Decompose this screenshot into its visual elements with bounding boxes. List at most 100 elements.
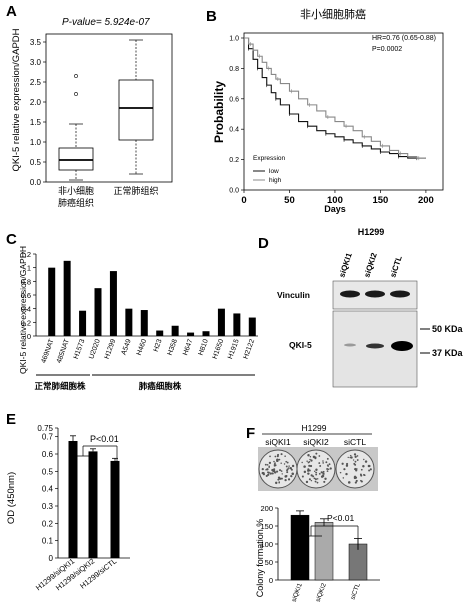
bars bbox=[290, 510, 368, 581]
bar bbox=[94, 288, 102, 336]
colony-dot bbox=[342, 477, 345, 479]
colony-dot bbox=[316, 478, 319, 480]
y-tick-label: 0.2 bbox=[229, 157, 239, 164]
colony-dot bbox=[313, 470, 316, 473]
lane-label-1: siQKI1 bbox=[337, 251, 354, 278]
colony-dot bbox=[356, 468, 358, 470]
x-tick-label: 100 bbox=[327, 195, 343, 206]
colony-dot bbox=[278, 458, 281, 461]
colony-dot bbox=[354, 467, 357, 470]
colony-dot bbox=[323, 480, 326, 483]
x-tick-label: 50 bbox=[284, 195, 295, 206]
y-ticks: 0.0 0.5 1.0 1.5 2.0 2.5 3.0 3.5 bbox=[30, 38, 46, 187]
colony-dot bbox=[307, 472, 310, 475]
band-vinculin-3 bbox=[390, 290, 410, 298]
band-qki5-1 bbox=[344, 343, 356, 347]
group-label-tumor-line1: 非小细胞 bbox=[58, 185, 94, 196]
colony-dot bbox=[313, 477, 316, 480]
colony-dot bbox=[363, 474, 366, 476]
colony-dot bbox=[307, 469, 310, 472]
panel-c: C QKI-5 relative expression/GAPDH 0 0.2 0.… bbox=[6, 231, 258, 391]
x-tick-label: H1573 bbox=[73, 338, 87, 360]
y-tick-label: 3.5 bbox=[30, 38, 42, 47]
panel-e: E OD (450nm) 00.10.20.30.40.50.60.70.75 … bbox=[6, 411, 130, 592]
colony-dot bbox=[265, 474, 268, 478]
pvalue-text: P-value= 5.924e-07 bbox=[62, 17, 150, 28]
y-axis-label: OD (450nm) bbox=[6, 472, 17, 524]
colony-dot bbox=[353, 453, 357, 456]
colony-dot bbox=[276, 470, 279, 473]
hr-text: HR=0.76 (0.65-0.88) bbox=[372, 35, 436, 42]
significance-text: P<0.01 bbox=[90, 434, 119, 444]
lane-label-1: siQKI1 bbox=[265, 437, 291, 447]
colony-dot bbox=[347, 456, 349, 459]
bar bbox=[79, 310, 87, 336]
y-tick-label: 0.3 bbox=[42, 502, 54, 511]
bar bbox=[109, 271, 117, 336]
group-label-tumor-line2: 肺癌组织 bbox=[58, 197, 94, 208]
y-tick-label: 0.1 bbox=[42, 537, 54, 546]
colony-dot bbox=[345, 464, 349, 467]
colony-dot bbox=[322, 474, 324, 476]
outlier-point bbox=[74, 74, 78, 78]
x-tick-label: H1915 bbox=[227, 338, 241, 360]
colony-dot bbox=[286, 461, 289, 464]
colony-dot bbox=[315, 473, 318, 476]
cell-line-label: H1299 bbox=[301, 423, 326, 433]
colony-dot bbox=[315, 471, 318, 474]
colony-dot bbox=[318, 455, 321, 457]
y-tick-label: 0.4 bbox=[21, 305, 31, 314]
legend: Expression low high bbox=[253, 155, 286, 184]
colony-dot bbox=[284, 455, 286, 457]
bar bbox=[63, 260, 71, 336]
y-tick-label: 0.0 bbox=[229, 188, 239, 195]
colony-dot bbox=[349, 454, 352, 457]
colony-dot bbox=[290, 475, 293, 478]
colony-dot bbox=[271, 472, 274, 475]
bar bbox=[140, 310, 148, 336]
colony-dot bbox=[329, 467, 332, 470]
colony-dot bbox=[327, 468, 330, 471]
colony-dot bbox=[315, 468, 318, 471]
panel-label-f: F bbox=[246, 425, 255, 442]
x-tick-label: H810 bbox=[198, 338, 210, 356]
colony-dot bbox=[273, 464, 276, 467]
y-tick-label: 1.5 bbox=[30, 118, 42, 127]
x-tick-label: 0 bbox=[241, 195, 246, 206]
colony-dot bbox=[324, 477, 327, 481]
y-tick-label: 0.75 bbox=[37, 424, 53, 433]
x-tick-label: siQKI2 bbox=[315, 582, 328, 603]
colony-dot bbox=[326, 468, 329, 470]
y-tick-label: 0.4 bbox=[42, 485, 54, 494]
y-axis-label: Colony formation % bbox=[255, 519, 265, 598]
colony-dot bbox=[341, 462, 344, 465]
panel-f: F H1299 siQKI1 siQKI2 siCTL Colony forma… bbox=[246, 423, 380, 603]
colony-dot bbox=[326, 464, 329, 466]
colony-dot bbox=[350, 456, 353, 459]
lane-label-3: siCTL bbox=[388, 255, 403, 279]
y-tick-label: 0.6 bbox=[42, 450, 54, 459]
colony-dot bbox=[314, 480, 317, 483]
colony-dot bbox=[288, 465, 290, 467]
panel-a: A P-value= 5.924e-07 QKI-5 relative expr… bbox=[6, 3, 173, 208]
colony-dot bbox=[301, 475, 304, 478]
colony-dot bbox=[321, 472, 324, 474]
colony-dot bbox=[306, 460, 308, 462]
y-axis-label: Probability bbox=[212, 81, 226, 143]
y-tick-label: 0.8 bbox=[21, 277, 31, 286]
panel-d: D H1299 siQKI1 siQKI2 siCTL Vinculin QKI… bbox=[258, 227, 464, 388]
y-axis-label: QKI-5 relative expression/GAPDH bbox=[11, 28, 22, 171]
colony-dot bbox=[280, 477, 283, 480]
colony-dot bbox=[291, 464, 295, 468]
colony-dot bbox=[310, 479, 313, 482]
x-tick-label: H23 bbox=[153, 338, 164, 353]
colony-dot bbox=[301, 461, 303, 464]
bar bbox=[88, 451, 98, 558]
colony-dot bbox=[278, 481, 280, 484]
y-tick-label: 200 bbox=[260, 504, 273, 513]
vinculin-label: Vinculin bbox=[277, 290, 310, 300]
y-tick-label: 150 bbox=[260, 522, 273, 531]
x-tick-label: 469NAT bbox=[40, 338, 55, 365]
y-tick-label: 0 bbox=[27, 332, 31, 341]
